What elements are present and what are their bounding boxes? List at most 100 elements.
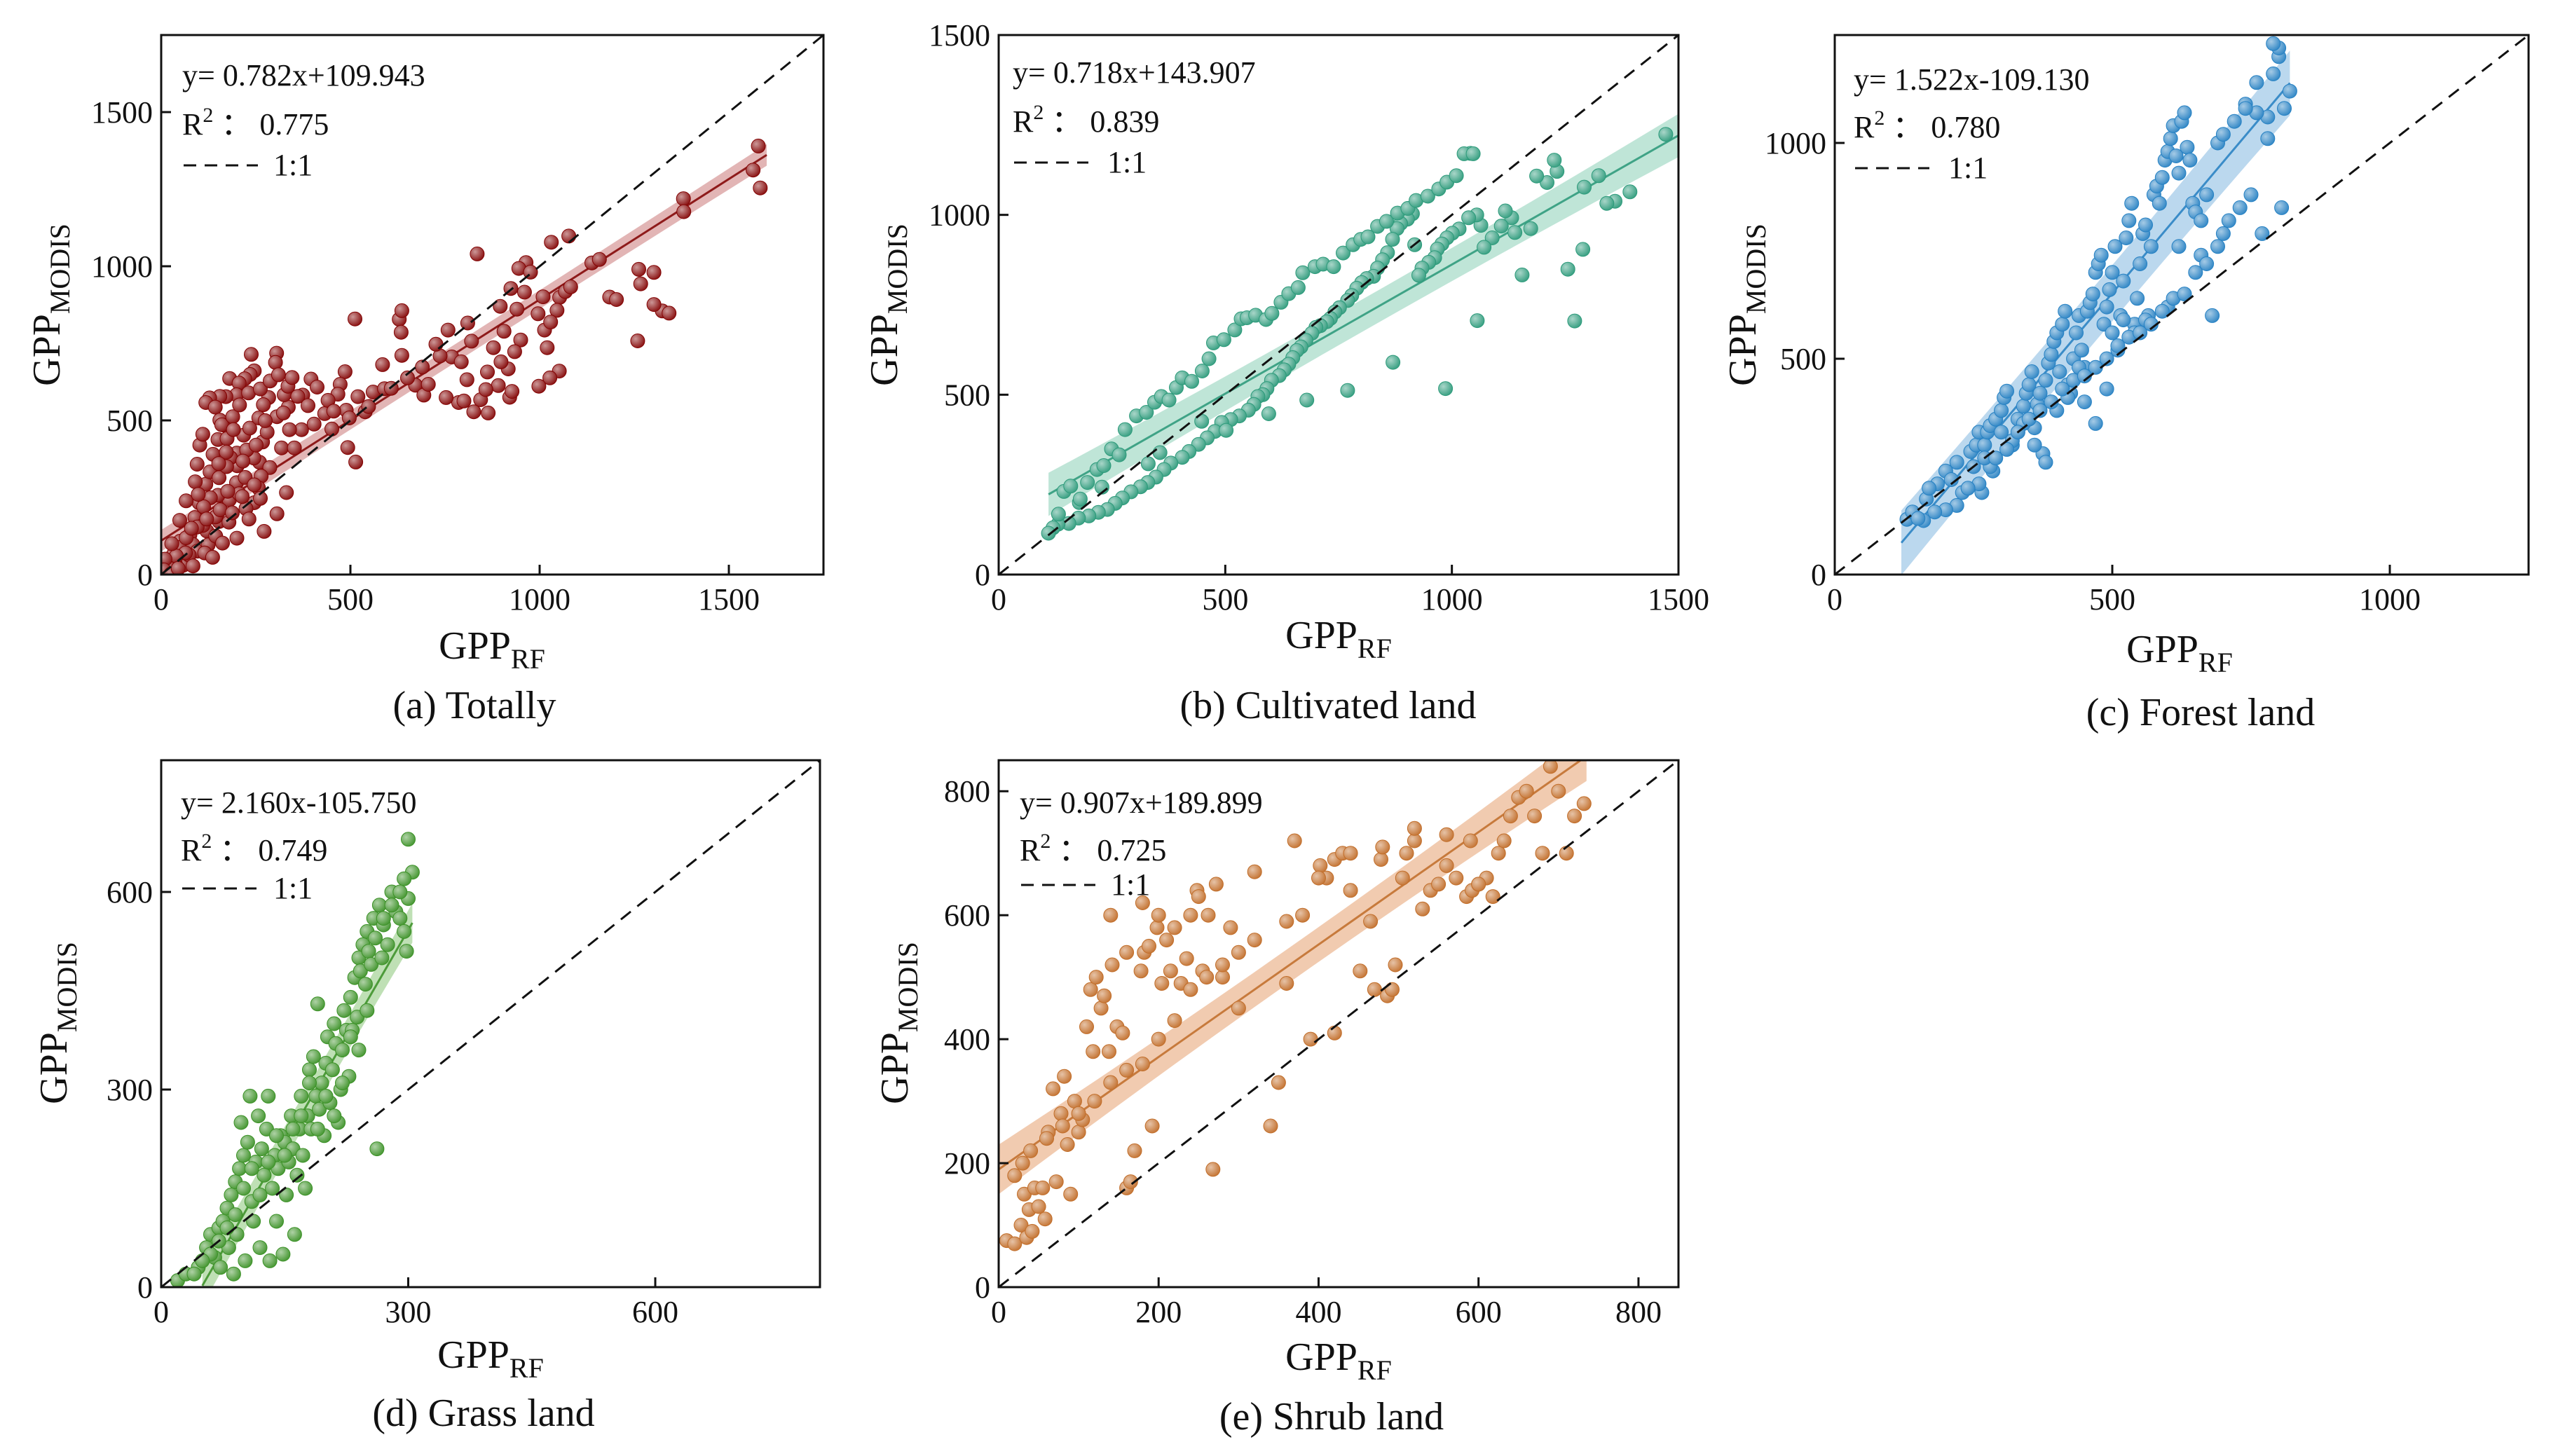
data-point bbox=[464, 334, 479, 349]
data-point bbox=[662, 305, 677, 321]
data-point bbox=[253, 381, 268, 397]
data-point bbox=[285, 1121, 301, 1136]
data-point bbox=[219, 444, 234, 460]
x-tick-label: 0 bbox=[991, 582, 1006, 617]
data-point bbox=[244, 347, 259, 362]
data-point bbox=[1493, 219, 1509, 234]
data-point bbox=[1072, 491, 1088, 507]
data-point bbox=[478, 382, 493, 397]
data-point bbox=[2260, 131, 2276, 146]
data-point bbox=[439, 390, 454, 405]
data-point bbox=[397, 871, 412, 886]
data-point bbox=[2077, 394, 2092, 410]
data-point bbox=[1496, 833, 1512, 849]
data-point bbox=[252, 1240, 268, 1256]
data-point bbox=[1096, 458, 1112, 473]
data-point bbox=[540, 340, 555, 355]
data-point bbox=[1567, 809, 1582, 824]
r-squared-label: R2 ： 0.749 bbox=[181, 830, 327, 867]
data-point bbox=[225, 505, 240, 521]
data-point bbox=[1439, 827, 1454, 842]
data-point bbox=[480, 364, 495, 380]
data-point bbox=[1093, 1001, 1109, 1016]
data-point bbox=[1053, 1106, 1069, 1121]
legend-ref-label: 1:1 bbox=[273, 148, 313, 182]
data-point bbox=[2130, 291, 2145, 306]
data-point bbox=[384, 898, 399, 913]
data-point bbox=[306, 1049, 321, 1064]
data-point bbox=[211, 456, 226, 472]
data-point bbox=[357, 977, 373, 992]
data-point bbox=[631, 261, 646, 277]
data-point bbox=[517, 284, 532, 300]
y-tick-label: 1000 bbox=[929, 198, 990, 233]
data-point bbox=[1477, 240, 1492, 255]
data-point bbox=[1119, 945, 1135, 960]
data-point bbox=[1041, 526, 1056, 541]
data-point bbox=[220, 483, 235, 499]
data-point bbox=[335, 1043, 350, 1058]
y-axis-label: GPPMODIS bbox=[25, 224, 76, 386]
data-point bbox=[1151, 907, 1166, 923]
data-point bbox=[235, 489, 250, 504]
data-point bbox=[440, 322, 456, 338]
data-point bbox=[1140, 456, 1156, 472]
legend-ref-label: 1:1 bbox=[273, 871, 313, 905]
data-point bbox=[1379, 214, 1394, 229]
data-point bbox=[2171, 239, 2187, 254]
legend-ref-label: 1:1 bbox=[1111, 867, 1150, 902]
data-point bbox=[1215, 957, 1230, 973]
data-point bbox=[1420, 188, 1435, 204]
data-point bbox=[1411, 268, 1426, 283]
data-point bbox=[1123, 1174, 1138, 1190]
data-point bbox=[375, 357, 390, 372]
data-point bbox=[310, 1121, 325, 1136]
data-point bbox=[301, 398, 315, 413]
data-point bbox=[374, 950, 390, 966]
data-point bbox=[2088, 415, 2103, 431]
data-point bbox=[2099, 381, 2114, 397]
data-point bbox=[343, 1029, 358, 1045]
data-point bbox=[324, 1062, 340, 1078]
data-point bbox=[1135, 895, 1150, 910]
plot-frame bbox=[1833, 34, 2530, 576]
data-point bbox=[1007, 1236, 1023, 1251]
y-tick-label: 500 bbox=[107, 404, 153, 438]
x-axis-label: GPPRF bbox=[2126, 628, 2233, 678]
x-tick-label: 1500 bbox=[1648, 582, 1709, 617]
data-point bbox=[1219, 423, 1234, 438]
data-point bbox=[1031, 1199, 1046, 1214]
x-tick-label: 0 bbox=[153, 582, 169, 617]
data-point bbox=[1465, 146, 1481, 161]
data-point bbox=[2116, 273, 2131, 289]
data-point bbox=[2027, 437, 2042, 453]
data-point bbox=[2232, 200, 2248, 215]
data-point bbox=[1399, 846, 1414, 861]
data-point bbox=[2032, 403, 2048, 418]
data-point bbox=[746, 163, 761, 178]
data-point bbox=[1449, 168, 1464, 184]
y-tick-label: 500 bbox=[1780, 342, 1826, 376]
data-point bbox=[1560, 261, 1575, 277]
data-point bbox=[1103, 1075, 1119, 1090]
data-point bbox=[1279, 914, 1294, 929]
data-point bbox=[253, 490, 268, 506]
data-point bbox=[1567, 313, 1582, 329]
data-point bbox=[2215, 127, 2231, 142]
data-point bbox=[258, 413, 273, 428]
data-point bbox=[2266, 66, 2281, 81]
r-squared-label: R2 ： 0.725 bbox=[1020, 830, 1166, 867]
data-point bbox=[2243, 187, 2259, 202]
data-point bbox=[1103, 907, 1119, 923]
data-point bbox=[189, 457, 205, 472]
data-point bbox=[274, 440, 289, 455]
panel-grass-land: 0 300 600 0 300 600 y= 2.160x-105.750 R2 ： 0… bbox=[32, 759, 821, 1435]
y-axis-label: GPPMODIS bbox=[873, 942, 924, 1104]
data-point bbox=[493, 354, 509, 369]
data-point bbox=[1127, 1143, 1142, 1158]
x-tick-label: 1000 bbox=[1421, 582, 1483, 617]
x-tick-label: 1500 bbox=[698, 582, 760, 617]
data-point bbox=[1015, 1155, 1030, 1171]
data-point bbox=[348, 311, 362, 327]
data-point bbox=[2255, 226, 2270, 241]
